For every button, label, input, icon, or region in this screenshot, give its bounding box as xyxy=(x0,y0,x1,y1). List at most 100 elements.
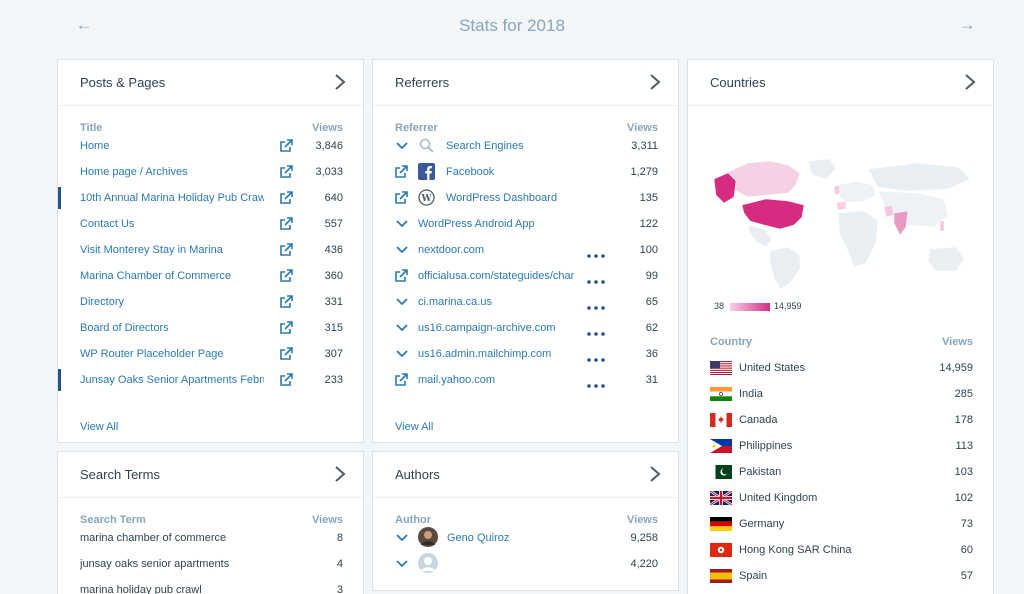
referrer-link[interactable]: nextdoor.com xyxy=(418,244,485,256)
avatar xyxy=(418,527,438,547)
card-title: Posts & Pages xyxy=(80,75,166,90)
views-value: 331 xyxy=(324,296,343,308)
chevron-down-icon[interactable] xyxy=(395,533,409,543)
external-link-icon[interactable] xyxy=(280,347,293,360)
search-terms-header[interactable]: Search Terms xyxy=(58,452,363,498)
referrer-link[interactable]: WordPress Dashboard xyxy=(446,192,558,204)
arrow-left-icon[interactable]: ← xyxy=(75,15,93,34)
external-link-icon[interactable] xyxy=(280,321,293,334)
external-link-icon[interactable] xyxy=(280,373,293,386)
chevron-down-icon[interactable] xyxy=(395,323,409,333)
views-value: 103 xyxy=(954,466,973,478)
view-all-link[interactable]: View All xyxy=(80,421,119,433)
referrer-link[interactable]: Facebook xyxy=(446,166,495,178)
more-icon[interactable] xyxy=(587,353,605,362)
list-item: United States 14,959 xyxy=(688,354,993,380)
post-title-link[interactable]: Marina Chamber of Commerce xyxy=(80,270,231,282)
more-icon[interactable] xyxy=(587,301,605,310)
list-item: Canada 178 xyxy=(688,406,993,432)
post-title-link[interactable]: Board of Directors xyxy=(80,322,169,334)
authors-header[interactable]: Authors xyxy=(373,452,678,498)
table-row: 4,220 xyxy=(373,550,678,576)
search-term: marina chamber of commerce xyxy=(80,532,227,544)
page-title: Stats for 2018 xyxy=(459,16,565,35)
table-row: us16.campaign-archive.com 62 xyxy=(373,314,678,340)
table-row: Board of Directors 315 xyxy=(58,314,363,340)
external-link-icon[interactable] xyxy=(280,295,293,308)
post-title-link[interactable]: 10th Annual Marina Holiday Pub Crawl xyxy=(80,192,264,204)
countries-card: Countries 38 14,959 Country Views United xyxy=(687,59,994,594)
referrers-header[interactable]: Referrers xyxy=(373,60,678,106)
chevron-down-icon[interactable] xyxy=(395,297,409,307)
referrer-link[interactable]: mail.yahoo.com xyxy=(418,374,496,386)
views-value: 3 xyxy=(336,584,343,594)
legend-min: 38 xyxy=(714,301,725,311)
referrer-link[interactable]: ci.marina.ca.us xyxy=(418,296,492,308)
views-value: 436 xyxy=(324,244,343,256)
germany-flag-icon xyxy=(710,517,732,531)
post-title-link[interactable]: Junsay Oaks Senior Apartments February xyxy=(80,374,264,386)
post-title-link[interactable]: WP Router Placeholder Page xyxy=(80,348,224,360)
chevron-right-icon[interactable] xyxy=(646,72,664,92)
post-title-link[interactable]: Visit Monterey Stay in Marina xyxy=(80,244,223,256)
map-region-africa xyxy=(837,210,879,268)
external-link-icon[interactable] xyxy=(395,165,408,178)
posts-pages-header[interactable]: Posts & Pages xyxy=(58,60,363,106)
chevron-down-icon[interactable] xyxy=(395,245,409,255)
post-title-link[interactable]: Contact Us xyxy=(80,218,135,230)
country-name: United States xyxy=(739,362,806,374)
world-map[interactable] xyxy=(708,155,976,295)
chevron-right-icon[interactable] xyxy=(646,464,664,484)
chevron-down-icon[interactable] xyxy=(395,559,409,569)
referrer-link[interactable]: WordPress Android App xyxy=(418,218,535,230)
more-icon[interactable] xyxy=(587,275,605,284)
referrer-link[interactable]: Search Engines xyxy=(446,140,524,152)
card-title: Countries xyxy=(710,75,766,90)
external-link-icon[interactable] xyxy=(395,191,408,204)
views-value: 3,846 xyxy=(315,140,343,152)
more-icon[interactable] xyxy=(587,327,605,336)
external-link-icon[interactable] xyxy=(280,139,293,152)
chevron-down-icon[interactable] xyxy=(395,219,409,229)
external-link-icon[interactable] xyxy=(280,217,293,230)
map-region-russia xyxy=(867,162,971,192)
views-value: 9,258 xyxy=(630,532,658,544)
pakistan-flag-icon xyxy=(710,465,732,479)
referrer-link[interactable]: us16.campaign-archive.com xyxy=(418,322,556,334)
countries-header[interactable]: Countries xyxy=(688,60,993,106)
chevron-right-icon[interactable] xyxy=(331,464,349,484)
map-region-europe xyxy=(837,180,877,204)
table-header: Search Term Views xyxy=(80,514,343,526)
external-link-icon[interactable] xyxy=(395,269,408,282)
external-link-icon[interactable] xyxy=(280,191,293,204)
views-value: 4 xyxy=(336,558,343,570)
table-row: Junsay Oaks Senior Apartments February 23… xyxy=(58,366,363,392)
post-title-link[interactable]: Home xyxy=(80,140,110,152)
map-region-alaska xyxy=(713,172,737,204)
author-name-link[interactable]: Geno Quiroz xyxy=(447,532,510,544)
more-icon[interactable] xyxy=(587,249,605,258)
card-title: Referrers xyxy=(395,75,450,90)
chevron-right-icon[interactable] xyxy=(961,72,979,92)
view-all-link[interactable]: View All xyxy=(395,421,434,433)
chevron-right-icon[interactable] xyxy=(331,72,349,92)
external-link-icon[interactable] xyxy=(280,269,293,282)
external-link-icon[interactable] xyxy=(280,243,293,256)
canada-flag-icon xyxy=(710,413,732,427)
referrer-link[interactable]: us16.admin.mailchimp.com xyxy=(418,348,552,360)
wordpress-icon: W xyxy=(418,189,435,206)
external-link-icon[interactable] xyxy=(280,165,293,178)
more-icon[interactable] xyxy=(587,379,605,388)
external-link-icon[interactable] xyxy=(395,373,408,386)
country-name: Pakistan xyxy=(739,466,782,478)
list-item: Philippines 113 xyxy=(688,432,993,458)
post-title-link[interactable]: Home page / Archives xyxy=(80,166,188,178)
chevron-down-icon[interactable] xyxy=(395,141,409,151)
list-item: Pakistan 103 xyxy=(688,458,993,484)
views-value: 8 xyxy=(336,532,343,544)
views-value: 315 xyxy=(324,322,343,334)
arrow-right-icon[interactable]: → xyxy=(958,15,976,34)
post-title-link[interactable]: Directory xyxy=(80,296,125,308)
chevron-down-icon[interactable] xyxy=(395,349,409,359)
referrer-link[interactable]: officialusa.com/stateguides/chambers/ca.… xyxy=(418,270,574,282)
